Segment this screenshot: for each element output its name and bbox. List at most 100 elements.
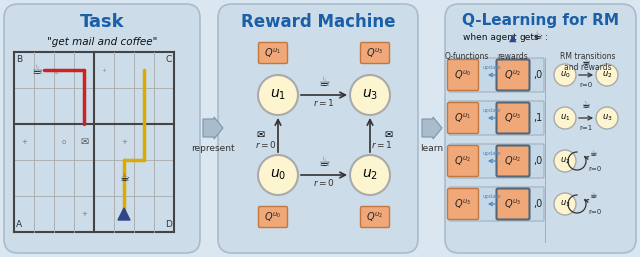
FancyBboxPatch shape [449,144,544,178]
FancyBboxPatch shape [497,145,529,177]
Text: $Q^{u_{2}}$: $Q^{u_{2}}$ [504,154,522,168]
Text: ,1: ,1 [533,113,542,123]
Text: learn: learn [420,144,444,153]
Text: update: update [483,151,501,156]
FancyBboxPatch shape [449,187,544,221]
Text: $u_0$: $u_0$ [270,168,286,182]
Text: r=0: r=0 [579,82,593,88]
FancyBboxPatch shape [449,101,544,135]
Text: r=1: r=1 [579,125,593,131]
Polygon shape [118,208,130,220]
Text: when agent: when agent [463,33,516,42]
Text: B: B [16,55,22,64]
Text: ☕: ☕ [54,70,58,76]
Text: +: + [121,139,127,145]
Text: $u_{2}$: $u_{2}$ [602,70,612,80]
Text: +: + [81,211,87,217]
FancyBboxPatch shape [497,103,529,133]
Text: ☕: ☕ [582,57,590,67]
FancyBboxPatch shape [218,4,418,253]
Text: "get mail and coffee": "get mail and coffee" [47,37,157,47]
Text: rewards: rewards [498,52,529,61]
Text: ▲: ▲ [509,33,516,43]
Circle shape [554,193,576,215]
FancyBboxPatch shape [447,60,479,90]
Text: Reward Machine: Reward Machine [241,13,396,31]
FancyBboxPatch shape [447,188,479,219]
FancyBboxPatch shape [497,188,529,219]
FancyBboxPatch shape [447,145,479,177]
Text: $u_1$: $u_1$ [270,88,286,102]
Text: $r = 0$: $r = 0$ [313,178,335,188]
Text: ☕: ☕ [31,63,43,77]
Text: ☕: ☕ [119,173,129,183]
Text: $u_{0}$: $u_{0}$ [560,70,570,80]
Circle shape [596,64,618,86]
Text: $Q^{u_{3}}$: $Q^{u_{3}}$ [504,111,522,125]
Text: $Q^{u_{0}}$: $Q^{u_{0}}$ [454,68,472,82]
Text: ✉: ✉ [80,137,88,147]
Text: $Q^{u_{1}}$: $Q^{u_{1}}$ [454,111,472,125]
Text: ☕: ☕ [582,100,590,110]
Text: Q-Learning for RM: Q-Learning for RM [462,13,619,27]
Text: $Q^{u_{2}}$: $Q^{u_{2}}$ [504,68,522,82]
Text: $Q^{u_{3}}$: $Q^{u_{3}}$ [504,197,522,211]
Text: $u_{3}$: $u_{3}$ [560,199,570,209]
Text: $r = 1$: $r = 1$ [371,140,393,151]
FancyArrow shape [422,117,442,139]
Text: ☕: ☕ [589,149,596,158]
Circle shape [596,107,618,129]
Text: ✉: ✉ [256,130,264,140]
Text: Q-functions: Q-functions [445,52,489,61]
Circle shape [554,64,576,86]
FancyBboxPatch shape [360,42,390,63]
FancyBboxPatch shape [447,103,479,133]
Circle shape [258,75,298,115]
Text: ☕: ☕ [532,31,542,41]
Text: r=0: r=0 [588,166,601,172]
Text: update: update [483,65,501,70]
Text: $Q^{u_{2}}$: $Q^{u_{2}}$ [366,210,383,224]
Text: $Q^{u_{3}}$: $Q^{u_{3}}$ [454,197,472,211]
Text: $r = 0$: $r = 0$ [255,140,277,151]
Text: ,0: ,0 [533,199,542,209]
Text: update: update [483,194,501,199]
Circle shape [554,150,576,172]
Text: $u_2$: $u_2$ [362,168,378,182]
Text: $u_{2}$: $u_{2}$ [560,156,570,166]
FancyBboxPatch shape [360,207,390,227]
Text: o: o [62,139,66,145]
Text: $u_3$: $u_3$ [362,88,378,102]
Text: Task: Task [80,13,124,31]
Circle shape [554,107,576,129]
FancyBboxPatch shape [497,60,529,90]
Circle shape [350,155,390,195]
Text: update: update [483,108,501,113]
FancyArrow shape [203,117,223,139]
Text: :: : [545,33,548,42]
Text: RM transitions
and rewards: RM transitions and rewards [560,52,616,72]
Text: C: C [166,55,172,64]
Text: $Q^{u_{3}}$: $Q^{u_{3}}$ [366,46,383,60]
FancyBboxPatch shape [449,58,544,92]
Text: $r = 1$: $r = 1$ [313,97,335,108]
Text: +: + [21,139,27,145]
Text: $u_{3}$: $u_{3}$ [602,113,612,123]
Text: ☕: ☕ [318,77,330,89]
Text: represent: represent [191,144,235,153]
Circle shape [258,155,298,195]
Text: r=0: r=0 [588,209,601,215]
Circle shape [350,75,390,115]
Text: gets: gets [519,33,539,42]
FancyBboxPatch shape [259,207,287,227]
Text: $Q^{u_{2}}$: $Q^{u_{2}}$ [454,154,472,168]
Text: ☕: ☕ [589,191,596,200]
Text: ✉: ✉ [384,130,392,140]
Text: ,0: ,0 [533,70,542,80]
Text: ☕: ☕ [318,157,330,170]
Text: A: A [16,220,22,229]
FancyBboxPatch shape [4,4,200,253]
FancyBboxPatch shape [259,42,287,63]
Text: $Q^{u_{1}}$: $Q^{u_{1}}$ [264,46,282,60]
FancyBboxPatch shape [445,4,636,253]
